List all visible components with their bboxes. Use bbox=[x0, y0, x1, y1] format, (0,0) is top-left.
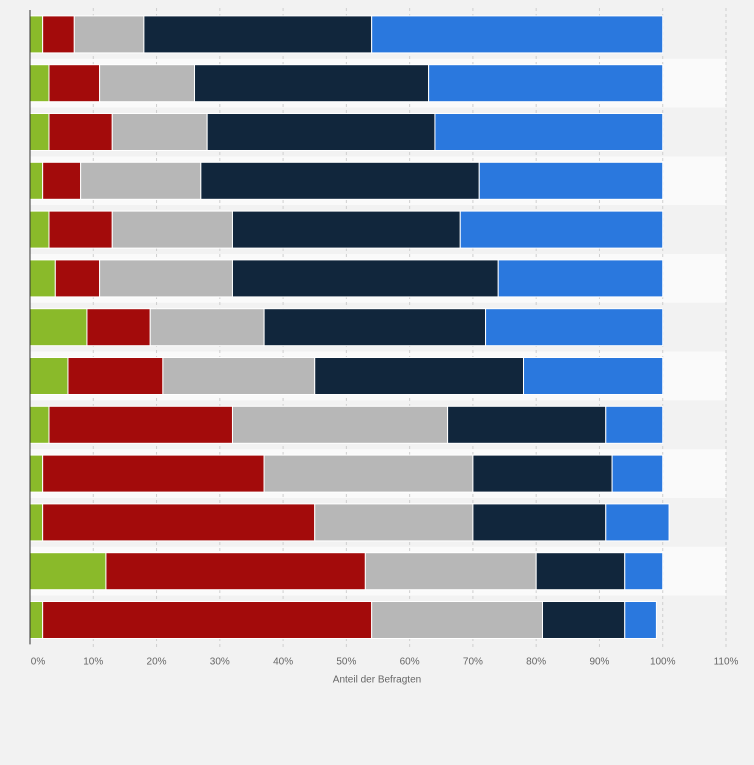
x-tick-label: 60% bbox=[400, 656, 420, 667]
bar-segment bbox=[29, 601, 44, 639]
x-tick-label: 90% bbox=[589, 656, 609, 667]
x-tick-label: 50% bbox=[336, 656, 356, 667]
bar-segment bbox=[263, 454, 474, 493]
bar-segment bbox=[42, 601, 373, 639]
bar-segment bbox=[29, 113, 50, 151]
bar-segment bbox=[48, 405, 233, 444]
x-tick-label: 110% bbox=[714, 656, 739, 667]
bar-segment bbox=[86, 308, 151, 347]
bar-segment bbox=[29, 15, 44, 54]
x-tick-label: 100% bbox=[650, 656, 676, 667]
bar-segment bbox=[29, 552, 107, 591]
bar-segment bbox=[29, 210, 50, 249]
x-tick-label: 40% bbox=[273, 656, 293, 667]
bar-segment bbox=[143, 15, 373, 54]
bar-segment bbox=[485, 308, 664, 347]
x-tick-label: 10% bbox=[83, 656, 103, 667]
x-tick-label: 70% bbox=[463, 656, 483, 667]
bar-segment bbox=[624, 601, 657, 639]
bar-segment bbox=[162, 357, 316, 395]
bar-segment bbox=[314, 357, 525, 395]
x-tick-label: 30% bbox=[210, 656, 230, 667]
bar-segment bbox=[535, 552, 626, 591]
bar-segment bbox=[428, 64, 664, 103]
bar-segment bbox=[29, 308, 88, 347]
bar-segment bbox=[434, 113, 664, 151]
bar-segment bbox=[99, 259, 233, 298]
bar-segment bbox=[29, 405, 50, 444]
x-tick-label: 20% bbox=[147, 656, 167, 667]
bar-segment bbox=[478, 161, 664, 200]
bar-segment bbox=[111, 113, 208, 151]
bar-segment bbox=[200, 161, 480, 200]
bar-segment bbox=[497, 259, 664, 298]
bar-segment bbox=[73, 15, 145, 54]
bar-segment bbox=[371, 15, 664, 54]
bar-segment bbox=[314, 503, 474, 542]
bar-segment bbox=[611, 454, 664, 493]
bar-segment bbox=[29, 357, 69, 395]
bar-segment bbox=[542, 601, 626, 639]
bar-segment bbox=[605, 405, 664, 444]
bar-segment bbox=[263, 308, 487, 347]
bar-segment bbox=[29, 503, 44, 542]
bar-segment bbox=[194, 64, 430, 103]
bar-segment bbox=[54, 259, 101, 298]
bar-segment bbox=[99, 64, 196, 103]
bar-segment bbox=[364, 552, 537, 591]
bar-segment bbox=[42, 503, 316, 542]
bar-segment bbox=[29, 64, 50, 103]
bar-segment bbox=[605, 503, 670, 542]
bar-segment bbox=[371, 601, 544, 639]
bar-segment bbox=[459, 210, 664, 249]
bar-segment bbox=[48, 64, 101, 103]
bar-segment bbox=[29, 259, 56, 298]
bar-segment bbox=[67, 357, 164, 395]
bar-segment bbox=[523, 357, 664, 395]
bar-segment bbox=[472, 503, 607, 542]
bar-segment bbox=[29, 161, 44, 200]
x-tick-label: 80% bbox=[526, 656, 546, 667]
bar-segment bbox=[472, 454, 613, 493]
bar-segment bbox=[48, 210, 113, 249]
bar-segment bbox=[42, 161, 82, 200]
bar-segment bbox=[231, 259, 499, 298]
bar-segment bbox=[447, 405, 607, 444]
bar-segment bbox=[42, 454, 265, 493]
bar-segment bbox=[231, 210, 461, 249]
bar-segment bbox=[105, 552, 366, 591]
bar-segment bbox=[231, 405, 449, 444]
bar-segment bbox=[111, 210, 233, 249]
bar-segment bbox=[42, 15, 75, 54]
bar-segment bbox=[48, 113, 113, 151]
bar-segment bbox=[29, 454, 44, 493]
bar-segment bbox=[149, 308, 265, 347]
bar-segment bbox=[80, 161, 202, 200]
x-axis-label: Anteil der Befragten bbox=[333, 674, 421, 685]
x-tick-label: 0% bbox=[31, 656, 46, 667]
bar-segment bbox=[624, 552, 664, 591]
bar-segment bbox=[206, 113, 436, 151]
